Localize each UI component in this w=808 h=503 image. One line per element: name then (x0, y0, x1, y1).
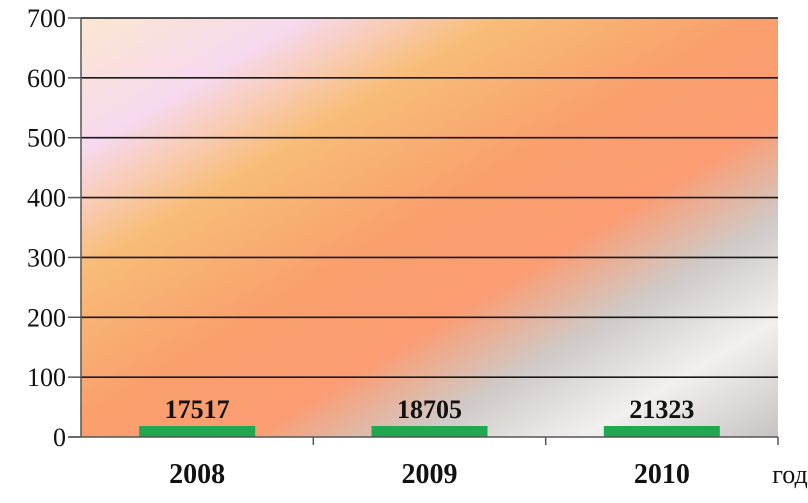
x-tick-label: 2009 (402, 459, 458, 490)
y-tick-label: 0 (53, 423, 66, 452)
bar (139, 426, 256, 437)
y-tick-label: 500 (27, 124, 66, 153)
bar-value-label: 18705 (397, 395, 462, 424)
y-tick-label: 100 (27, 363, 66, 392)
x-axis-title: год (772, 460, 808, 489)
x-tick-label: 2008 (169, 459, 225, 490)
y-tick-label: 400 (27, 184, 66, 213)
bars (139, 426, 720, 437)
bar (371, 426, 488, 437)
bar (603, 426, 720, 437)
y-tick-label: 700 (27, 4, 66, 33)
x-tick-label: 2010 (634, 459, 690, 490)
axes (68, 18, 778, 438)
bar-value-label: 17517 (165, 395, 230, 424)
y-tick-label: 300 (27, 243, 66, 272)
gridlines (68, 17, 779, 445)
y-tick-label: 200 (27, 303, 66, 332)
plot-area (81, 18, 778, 437)
labels: 0 100 200 300 400 500 600 700 17517 2008 18705 2009… (27, 4, 694, 490)
bar-value-label: 21323 (629, 395, 694, 424)
y-tick-label: 600 (27, 64, 66, 93)
